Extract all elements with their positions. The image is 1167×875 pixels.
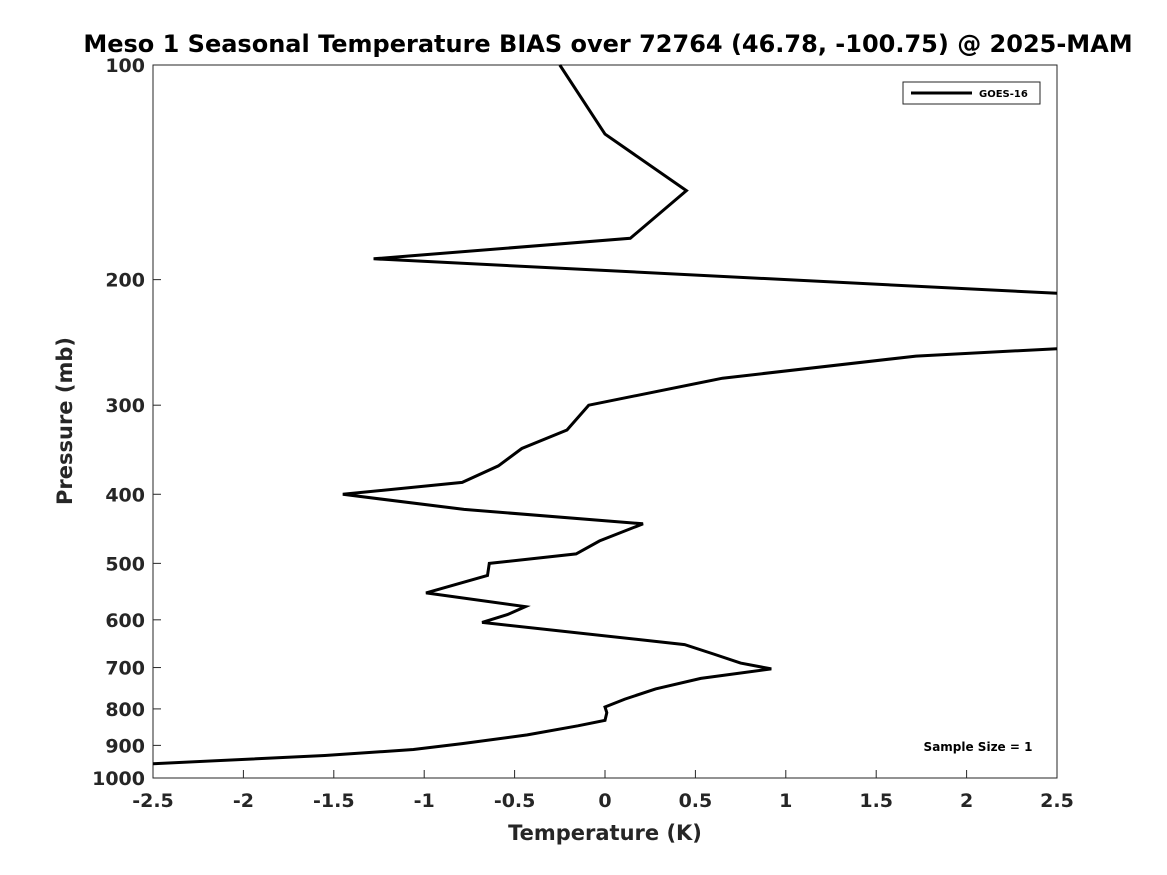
x-tick-label: -0.5	[494, 790, 536, 812]
x-tick-label: 1.5	[859, 790, 893, 812]
y-tick-label: 1000	[92, 768, 145, 790]
legend: GOES-16	[902, 81, 1041, 105]
x-tick-label: -1.5	[313, 790, 355, 812]
x-tick-label: 0	[598, 790, 611, 812]
y-tick-label: 600	[105, 610, 145, 632]
x-tick-label: 2	[960, 790, 973, 812]
x-tick-label: -2	[233, 790, 254, 812]
series-line-goes-16	[373, 64, 1058, 295]
y-tick-label: 200	[105, 270, 145, 292]
legend-label-goes-16: GOES-16	[979, 89, 1028, 100]
y-tick-label: 800	[105, 699, 145, 721]
y-tick-label: 400	[105, 484, 145, 506]
chart-title: Meso 1 Seasonal Temperature BIAS over 72…	[83, 30, 1132, 58]
y-axis-label: Pressure (mb)	[53, 337, 77, 505]
x-axis-label: Temperature (K)	[508, 821, 702, 845]
y-tick-label: 900	[105, 735, 145, 757]
y-tick-label: 300	[105, 395, 145, 417]
x-tick-label: 2.5	[1040, 790, 1074, 812]
y-tick-label: 700	[105, 658, 145, 680]
y-axis: 100 200 300 400 500 600 700 800 900 1000	[92, 55, 161, 790]
x-tick-label: 1	[779, 790, 792, 812]
x-tick-label: -1	[414, 790, 435, 812]
sample-size-annotation: Sample Size = 1	[924, 740, 1033, 754]
plot-area	[152, 64, 1058, 779]
x-axis: -2.5 -2 -1.5 -1 -0.5 0 0.5 1 1.5 2 2.5	[132, 770, 1074, 812]
series-line-goes-16	[152, 347, 1058, 766]
y-tick-label: 500	[105, 553, 145, 575]
series-layer	[152, 64, 1058, 766]
y-tick-label: 100	[105, 55, 145, 77]
x-tick-label: -2.5	[132, 790, 174, 812]
x-tick-label: 0.5	[679, 790, 713, 812]
